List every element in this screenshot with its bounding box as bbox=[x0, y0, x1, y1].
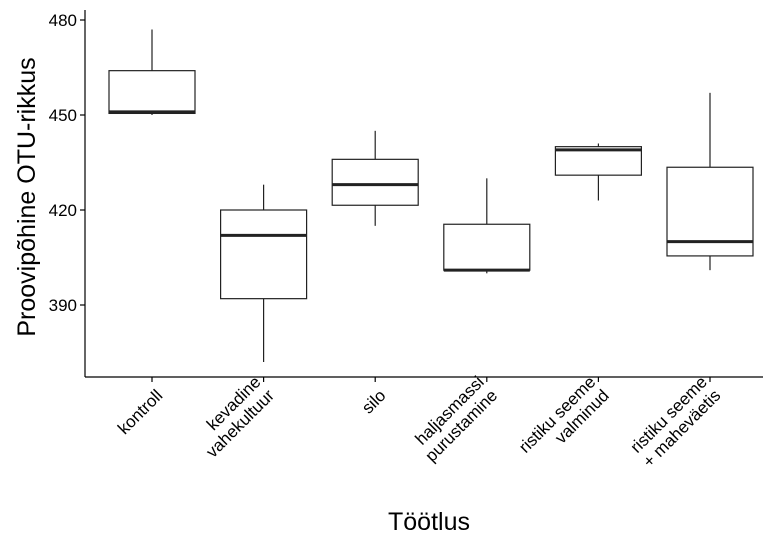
box-iqr bbox=[220, 209, 308, 300]
box-iqr bbox=[443, 223, 531, 271]
box-iqr bbox=[554, 146, 643, 176]
x-tick-label-line: silo bbox=[358, 386, 389, 417]
box-group bbox=[220, 184, 308, 362]
y-tick-label: 390 bbox=[49, 296, 77, 315]
box-iqr bbox=[331, 158, 419, 206]
x-tick-label: kevadinevahekultuur bbox=[189, 372, 278, 461]
axes bbox=[84, 10, 763, 378]
x-ticks: kontroll kevadinevahekultuur silo haljasmas… bbox=[114, 372, 724, 471]
x-tick-label: ristiku seeme+ maheväetis bbox=[626, 372, 725, 471]
y-ticks: 390 420 450 480 bbox=[49, 11, 85, 315]
y-tick-label: 420 bbox=[49, 201, 77, 220]
y-tick-label: 450 bbox=[49, 106, 77, 125]
box-iqr bbox=[108, 70, 196, 115]
boxes bbox=[108, 29, 754, 362]
box-group bbox=[666, 92, 754, 271]
x-tick-label: kontroll bbox=[114, 386, 166, 438]
x-tick-label-line: kontroll bbox=[114, 386, 166, 438]
x-tick-label: silo bbox=[358, 386, 389, 417]
box-group bbox=[108, 29, 196, 115]
box-group bbox=[443, 178, 531, 274]
box-group bbox=[554, 143, 643, 201]
x-tick-label: ristiku seemevalminud bbox=[515, 372, 613, 470]
box-group bbox=[331, 130, 419, 226]
x-tick-label: haljasmassipurustamine bbox=[408, 372, 501, 465]
y-axis-title: Proovipõhine OTU-rikkus bbox=[13, 57, 41, 336]
x-axis-title: Töötlus bbox=[388, 508, 470, 536]
y-tick-label: 480 bbox=[49, 11, 77, 30]
